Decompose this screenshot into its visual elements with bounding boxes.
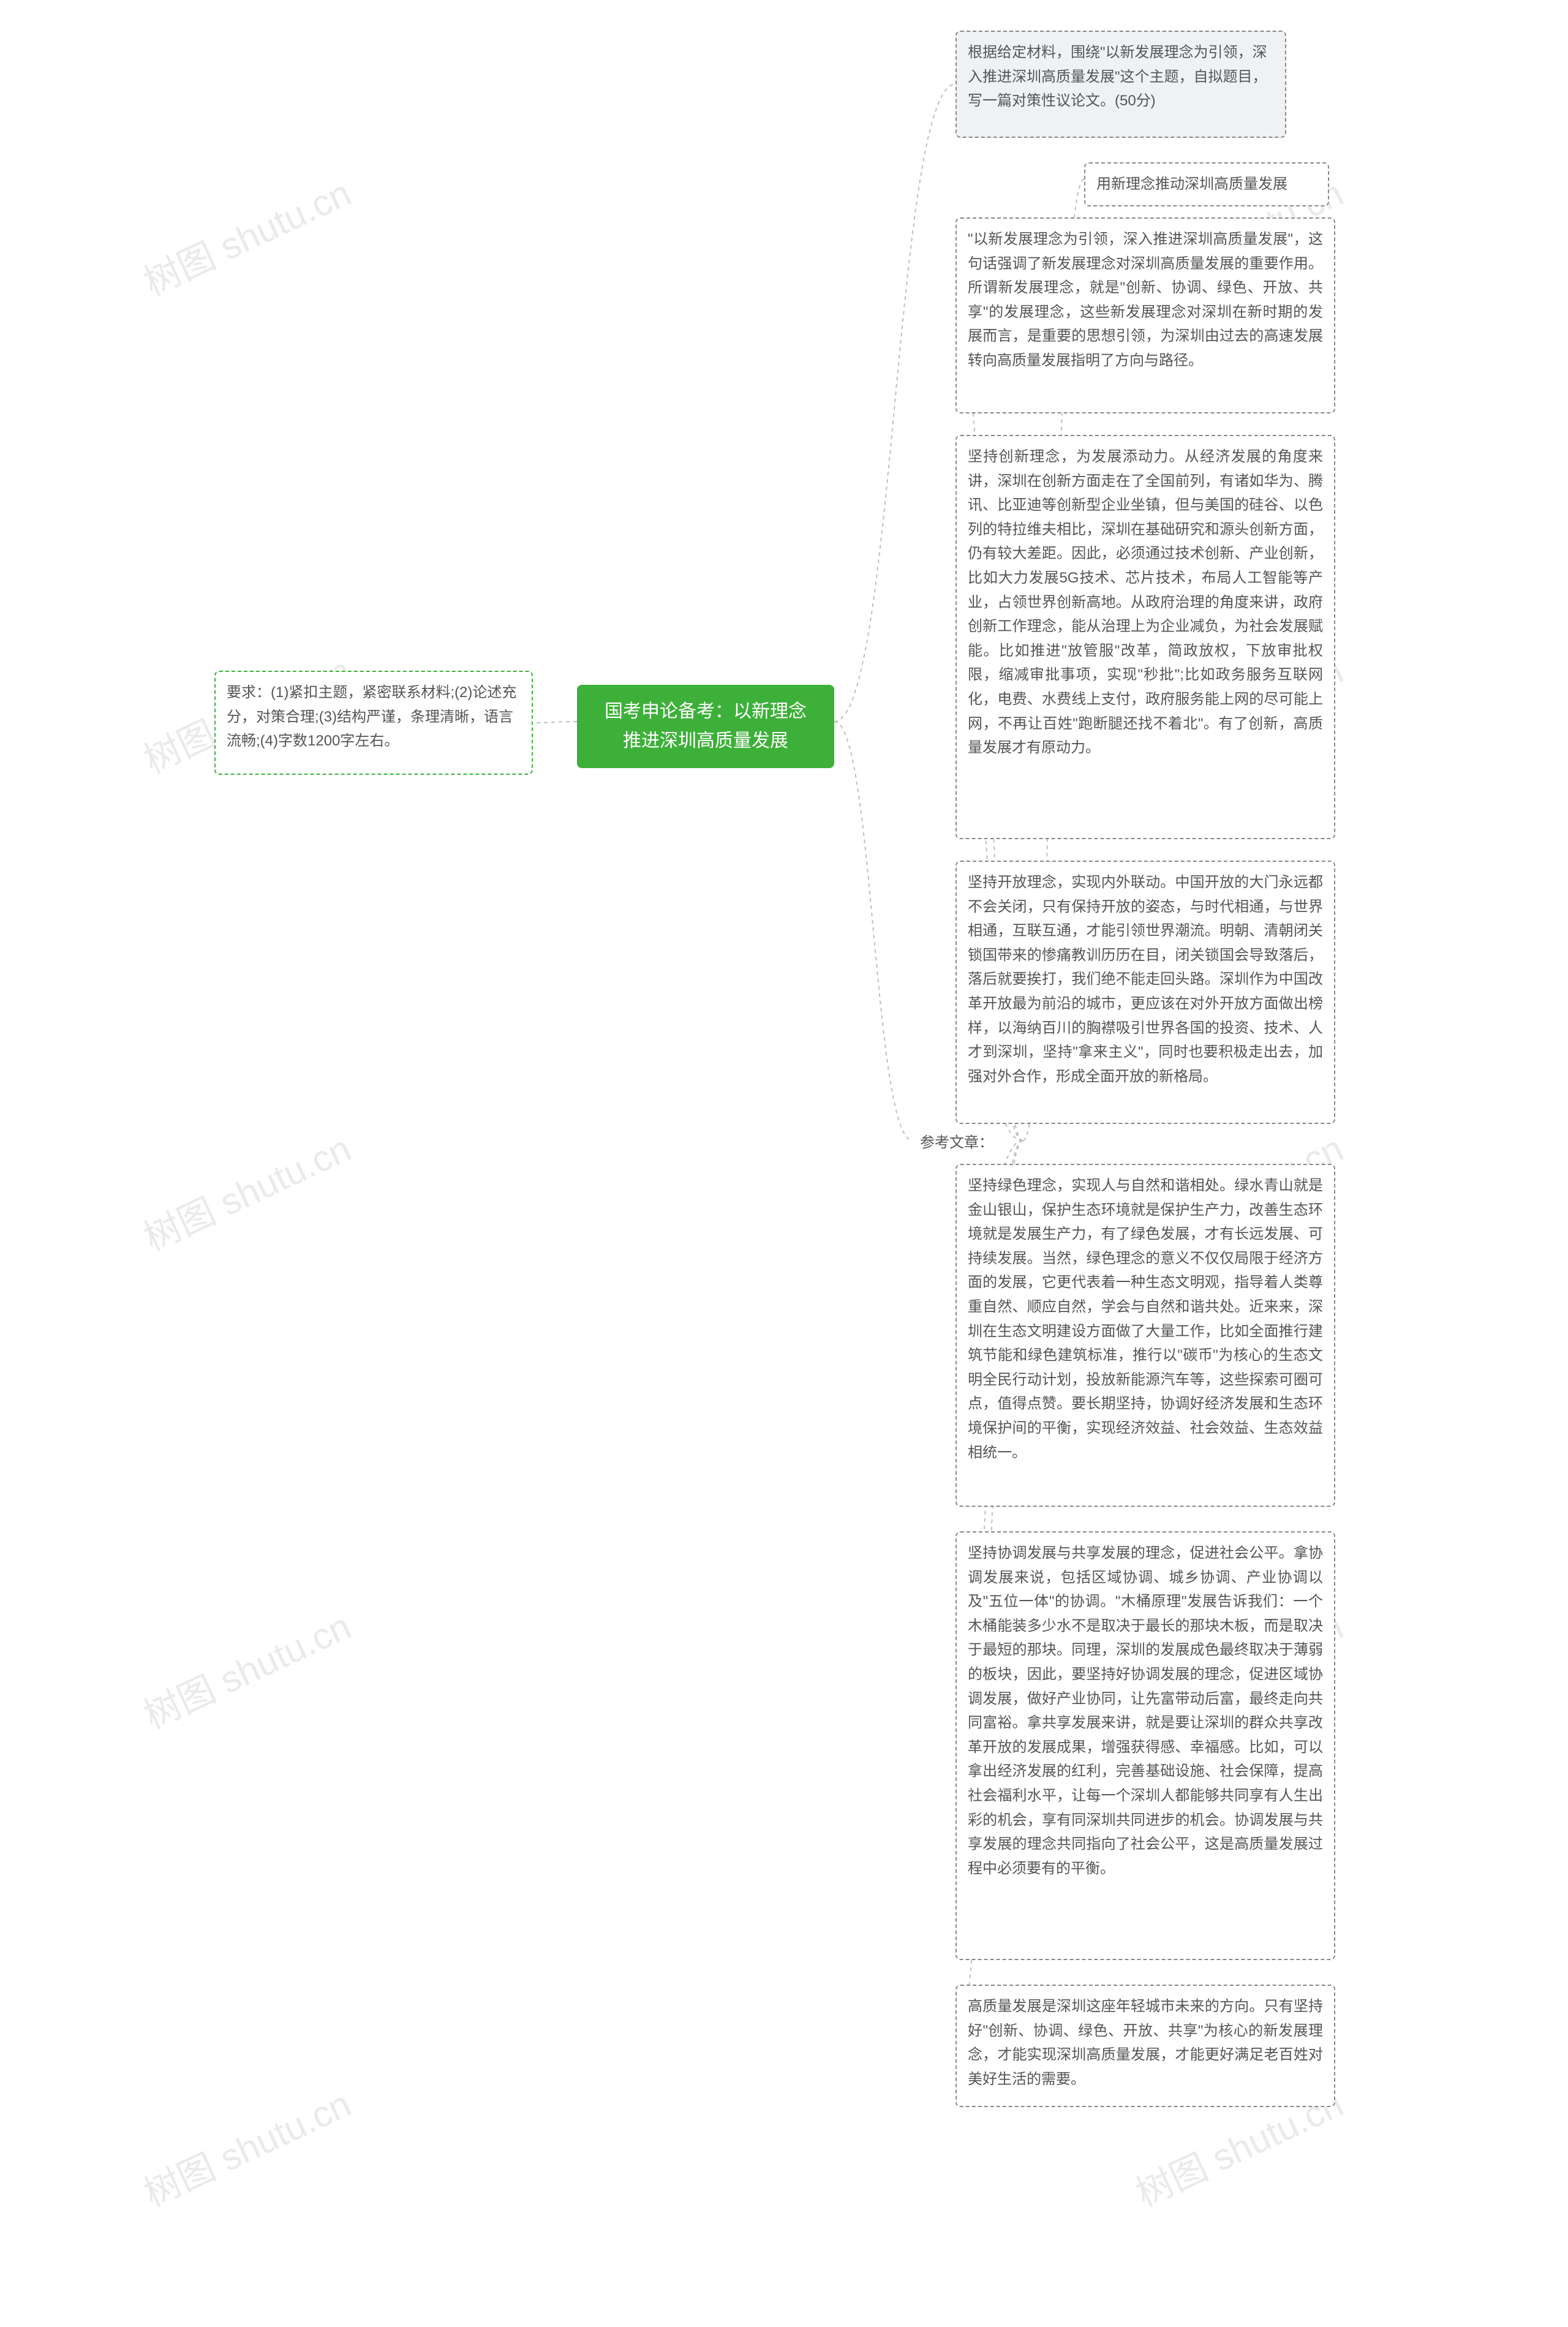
section-intro-node: "以新发展理念为引领，深入推进深圳高质量发展"，这句话强调了新发展理念对深圳高质… (956, 217, 1335, 413)
section-conclusion-node: 高质量发展是深圳这座年轻城市未来的方向。只有坚持好"创新、协调、绿色、开放、共享… (956, 1985, 1335, 2107)
watermark: 树图 shutu.cn (134, 2075, 358, 2217)
section-openness-node: 坚持开放理念，实现内外联动。中国开放的大门永远都不会关闭，只有保持开放的姿态，与… (956, 861, 1335, 1124)
root-line2: 推进深圳高质量发展 (623, 731, 788, 751)
requirement-node: 要求：(1)紧扣主题，紧密联系材料;(2)论述充分，对策合理;(3)结构严谨，条… (214, 671, 533, 775)
watermark: 树图 shutu.cn (134, 164, 358, 306)
section-title-node: 用新理念推动深圳高质量发展 (1084, 162, 1329, 206)
watermark: 树图 shutu.cn (134, 1597, 358, 1739)
section-coordination-node: 坚持协调发展与共享发展的理念，促进社会公平。拿协调发展来说，包括区域协调、城乡协… (956, 1531, 1335, 1960)
section-innovation-node: 坚持创新理念，为发展添动力。从经济发展的角度来讲，深圳在创新方面走在了全国前列，… (956, 435, 1335, 839)
section-green-node: 坚持绿色理念，实现人与自然和谐相处。绿水青山就是金山银山，保护生态环境就是保护生… (956, 1164, 1335, 1507)
watermark: 树图 shutu.cn (134, 1119, 358, 1261)
reference-label: 参考文章： (913, 1127, 1023, 1159)
root-line1: 国考申论备考：以新理念 (605, 701, 807, 722)
prompt-node: 根据给定材料，围绕"以新发展理念为引领，深入推进深圳高质量发展"这个主题，自拟题… (956, 31, 1286, 138)
root-node: 国考申论备考：以新理念 推进深圳高质量发展 (577, 685, 834, 768)
